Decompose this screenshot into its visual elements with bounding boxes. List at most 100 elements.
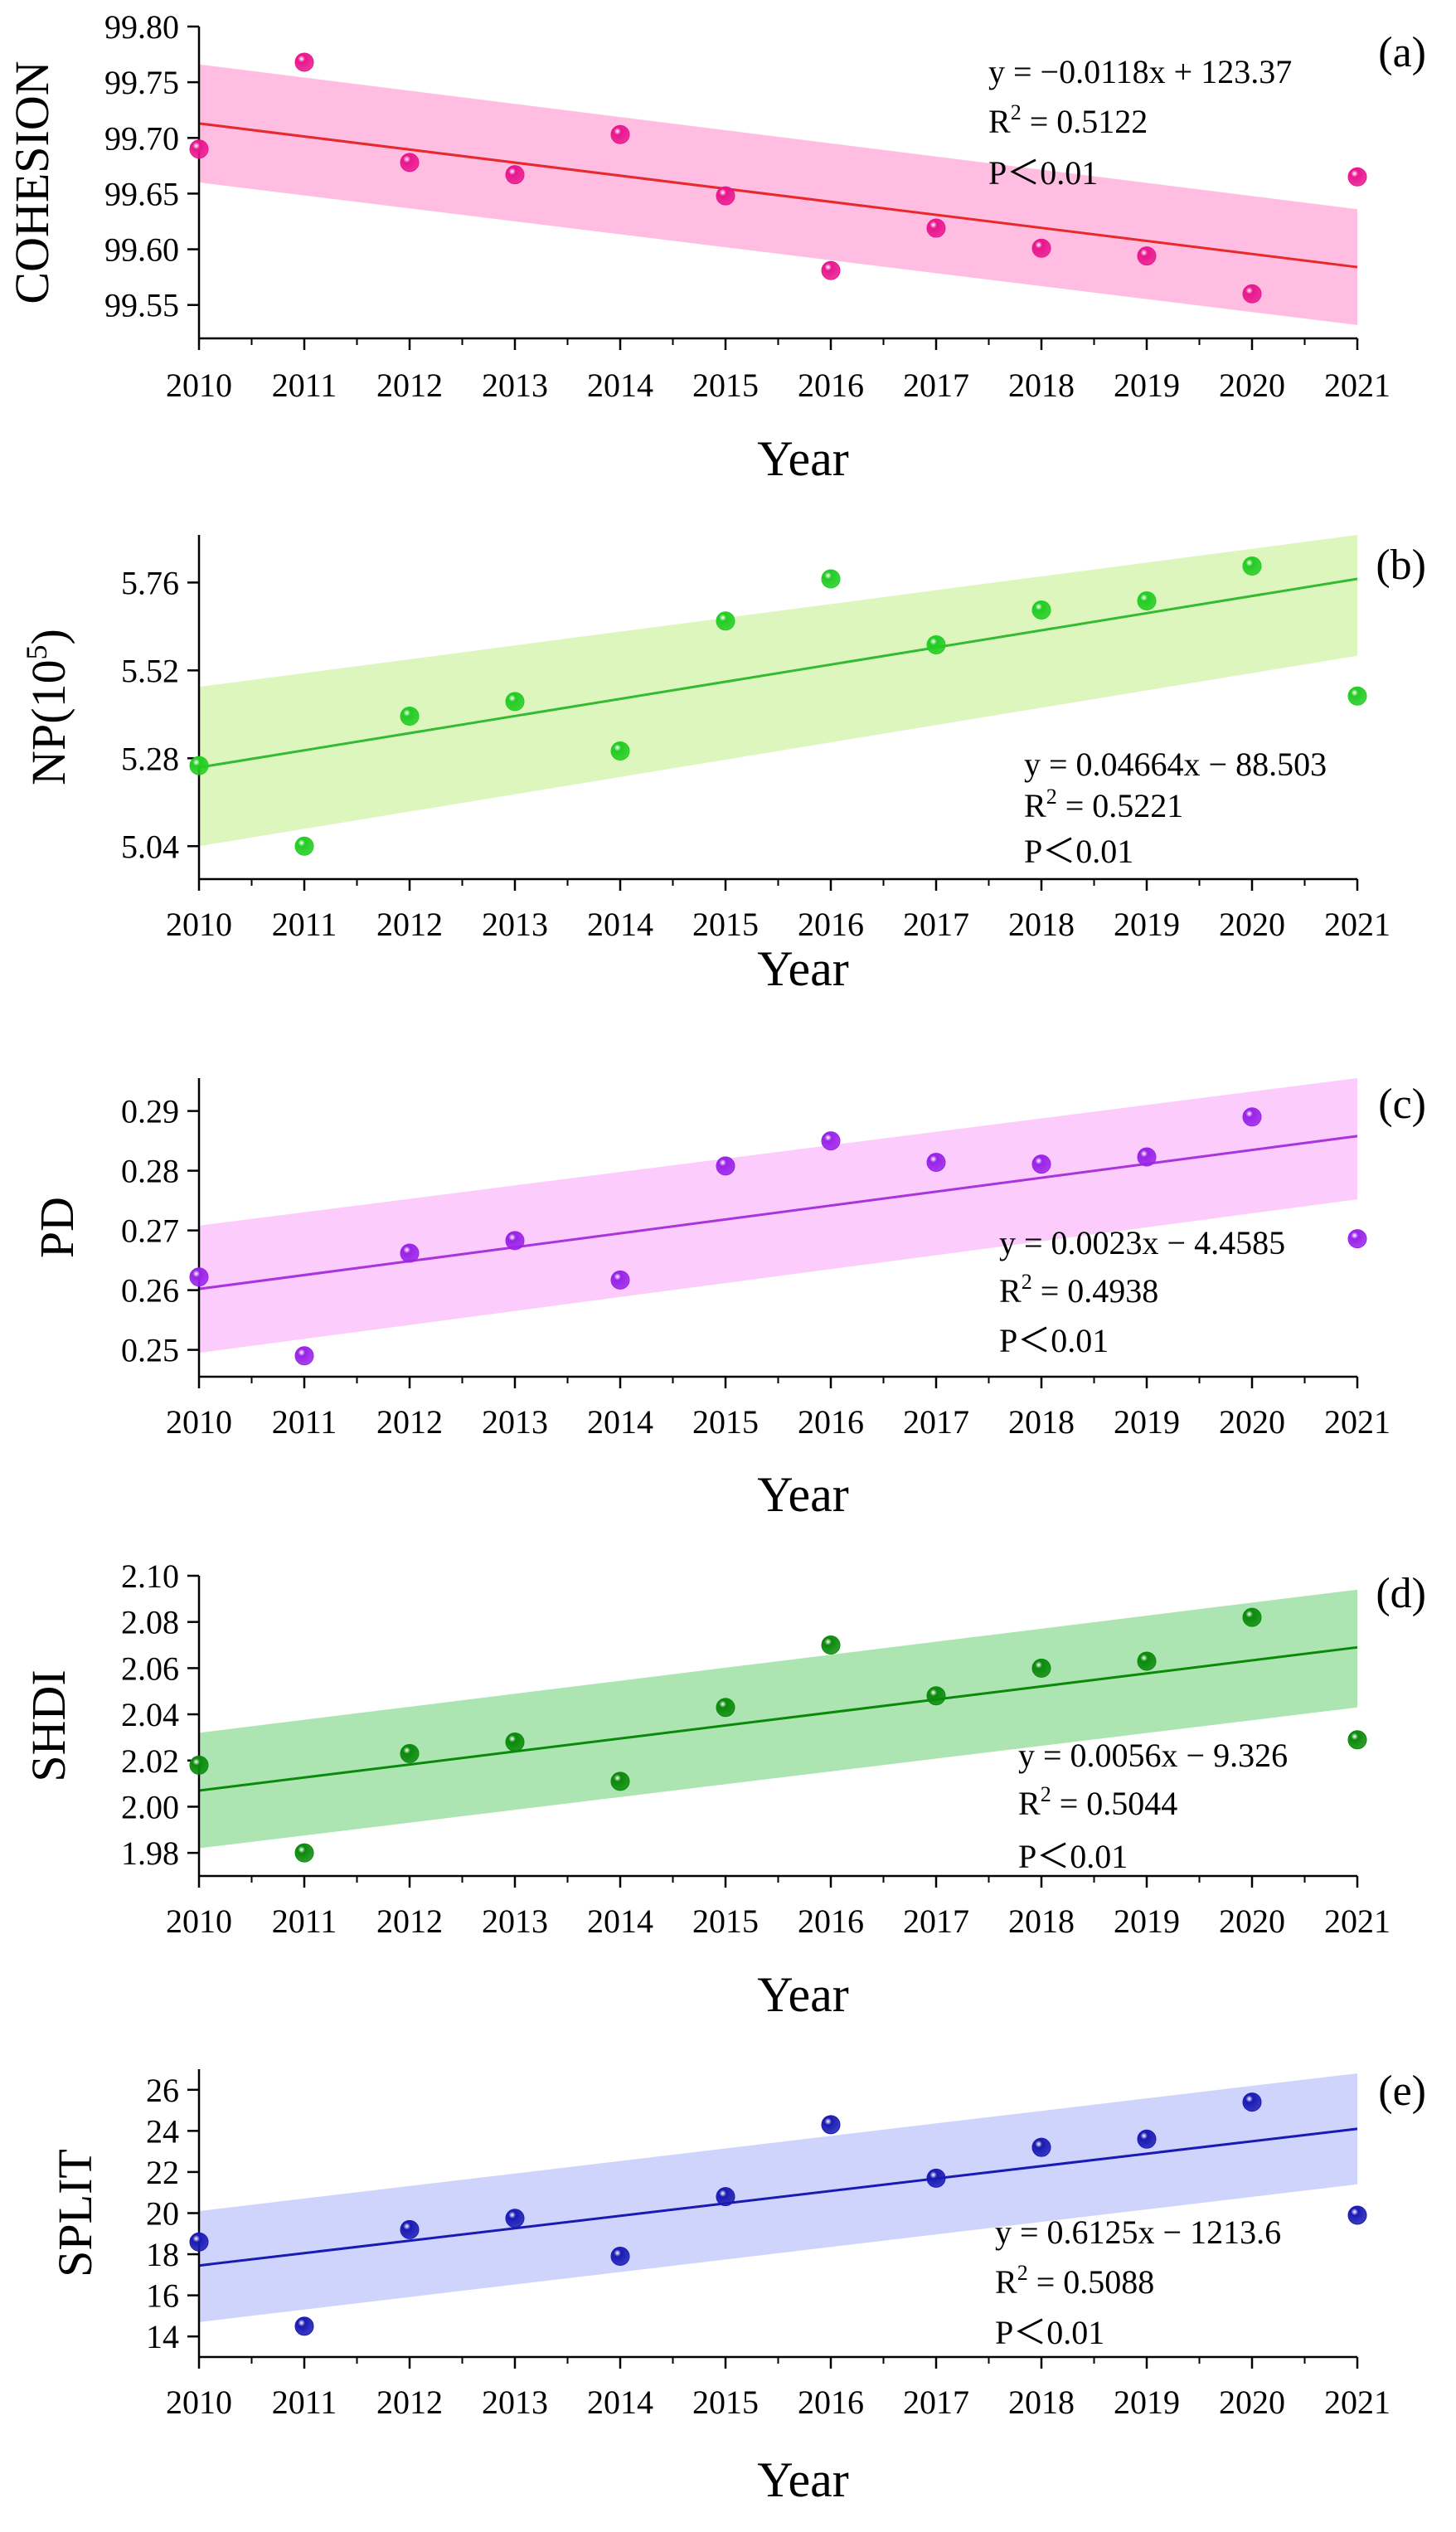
x-tick-label: 2012 bbox=[376, 1403, 443, 1441]
data-point bbox=[821, 1131, 841, 1151]
regression-equation: y = 0.0023x − 4.4585 bbox=[999, 1224, 1285, 1261]
data-point bbox=[505, 692, 525, 712]
data-point bbox=[610, 2247, 630, 2267]
x-axis-title: Year bbox=[757, 1467, 849, 1522]
y-tick-label: 2.02 bbox=[121, 1742, 179, 1780]
r-squared: R2 = 0.4938 bbox=[999, 1270, 1158, 1310]
y-tick-label: 99.65 bbox=[104, 175, 179, 212]
y-tick-label: 99.70 bbox=[104, 119, 179, 157]
y-tick-label: 16 bbox=[146, 2277, 179, 2315]
data-point bbox=[926, 634, 946, 654]
x-tick-label: 2016 bbox=[798, 2384, 864, 2421]
r-squared: R2 = 0.5044 bbox=[1018, 1782, 1177, 1822]
x-tick-label: 2010 bbox=[166, 1903, 232, 1940]
x-tick-label: 2021 bbox=[1324, 1403, 1390, 1441]
y-axis-title: COHESION bbox=[5, 61, 59, 304]
x-tick-label: 2017 bbox=[903, 906, 969, 943]
x-tick-label: 2018 bbox=[1008, 1903, 1075, 1940]
data-point bbox=[400, 2219, 420, 2239]
data-point bbox=[294, 1843, 314, 1863]
regression-line bbox=[198, 2127, 1358, 2267]
data-point bbox=[400, 153, 420, 173]
data-point bbox=[716, 2187, 735, 2207]
y-axis-title: SPLIT bbox=[48, 2149, 102, 2277]
y-tick-label: 5.52 bbox=[121, 652, 179, 689]
x-tick-label: 2010 bbox=[166, 2384, 232, 2421]
data-point bbox=[1347, 167, 1367, 187]
y-tick-label: 99.80 bbox=[104, 8, 179, 46]
data-point bbox=[1242, 2092, 1262, 2112]
y-tick-label: 0.25 bbox=[121, 1332, 179, 1369]
p-value: P＜0.01 bbox=[1018, 1838, 1128, 1875]
regression-line bbox=[198, 1645, 1358, 1792]
panel-label: (c) bbox=[1378, 1081, 1426, 1128]
x-tick-label: 2017 bbox=[903, 367, 969, 404]
p-value: P＜0.01 bbox=[988, 154, 1098, 192]
data-point bbox=[610, 741, 630, 761]
data-point bbox=[1137, 1651, 1157, 1671]
x-tick-label: 2016 bbox=[798, 367, 864, 404]
regression-equation: y = 0.0056x − 9.326 bbox=[1018, 1737, 1288, 1774]
x-tick-label: 2018 bbox=[1008, 2384, 1075, 2421]
data-point bbox=[716, 186, 735, 206]
x-axis-title: Year bbox=[757, 941, 849, 996]
y-tick-label: 2.08 bbox=[121, 1604, 179, 1641]
r-squared-superscript: 2 bbox=[1041, 1782, 1051, 1806]
x-tick-label: 2012 bbox=[376, 367, 443, 404]
data-point bbox=[505, 1732, 525, 1752]
x-tick-label: 2015 bbox=[692, 906, 759, 943]
x-tick-label: 2012 bbox=[376, 1903, 443, 1940]
x-axis-title: Year bbox=[757, 1967, 849, 2022]
data-point bbox=[1347, 2205, 1367, 2225]
y-tick-label: 5.28 bbox=[121, 740, 179, 777]
x-tick-label: 2011 bbox=[272, 367, 337, 404]
x-tick-label: 2015 bbox=[692, 367, 759, 404]
x-tick-label: 2019 bbox=[1114, 2384, 1180, 2421]
data-point bbox=[821, 260, 841, 280]
data-point bbox=[926, 1153, 946, 1173]
x-tick-label: 2011 bbox=[272, 2384, 337, 2421]
r-squared-value: = 0.5044 bbox=[1051, 1785, 1178, 1822]
data-point bbox=[1137, 590, 1157, 610]
x-tick-label: 2013 bbox=[482, 1903, 548, 1940]
panel-label: (a) bbox=[1378, 29, 1426, 76]
y-tick-label: 1.98 bbox=[121, 1835, 179, 1872]
y-tick-label: 2.06 bbox=[121, 1650, 179, 1687]
x-tick-label: 2019 bbox=[1114, 367, 1180, 404]
y-axis-title-text: SPLIT bbox=[48, 2149, 102, 2277]
x-tick-label: 2011 bbox=[272, 1903, 337, 1940]
x-tick-label: 2011 bbox=[272, 906, 337, 943]
data-point bbox=[1031, 1658, 1051, 1678]
x-tick-label: 2012 bbox=[376, 906, 443, 943]
y-tick-label: 0.29 bbox=[121, 1093, 179, 1130]
r-squared-superscript: 2 bbox=[1017, 2261, 1028, 2285]
x-tick-label: 2019 bbox=[1114, 1403, 1180, 1441]
x-tick-label: 2020 bbox=[1219, 2384, 1285, 2421]
x-tick-label: 2014 bbox=[587, 906, 653, 943]
p-value: P＜0.01 bbox=[1024, 833, 1133, 870]
x-axis-title: Year bbox=[757, 431, 849, 486]
y-tick-label: 0.28 bbox=[121, 1153, 179, 1190]
data-point bbox=[1137, 2129, 1157, 2149]
x-tick-label: 2016 bbox=[798, 906, 864, 943]
x-tick-label: 2018 bbox=[1008, 1403, 1075, 1441]
data-point bbox=[294, 2316, 314, 2336]
y-tick-label: 18 bbox=[146, 2236, 179, 2273]
x-tick-label: 2010 bbox=[166, 1403, 232, 1441]
data-point bbox=[294, 52, 314, 72]
r-squared: R2 = 0.5221 bbox=[1024, 785, 1183, 824]
data-point bbox=[716, 611, 735, 631]
data-point bbox=[1031, 600, 1051, 620]
y-tick-label: 24 bbox=[146, 2112, 179, 2150]
r-squared-value: = 0.5221 bbox=[1057, 787, 1184, 824]
data-point bbox=[1137, 246, 1157, 266]
x-tick-label: 2014 bbox=[587, 2384, 653, 2421]
x-tick-label: 2020 bbox=[1219, 1403, 1285, 1441]
data-point bbox=[610, 1270, 630, 1290]
y-axis-title: SHDI bbox=[22, 1669, 75, 1781]
data-point bbox=[189, 2232, 209, 2252]
data-point bbox=[821, 1635, 841, 1655]
x-tick-label: 2019 bbox=[1114, 1903, 1180, 1940]
y-axis-title-text: SHDI bbox=[22, 1669, 75, 1781]
